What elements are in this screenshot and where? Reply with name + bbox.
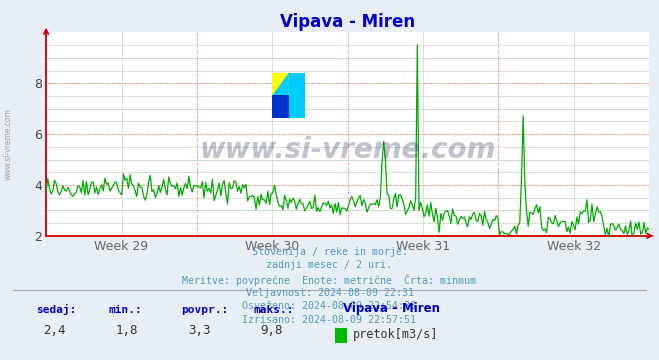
Bar (272, 95, 289, 118)
Text: zadnji mesec / 2 uri.: zadnji mesec / 2 uri. (266, 260, 393, 270)
Bar (272, 73, 289, 95)
Text: min.:: min.: (109, 305, 142, 315)
Text: pretok[m3/s]: pretok[m3/s] (353, 328, 438, 341)
Text: Osveženo: 2024-08-09 22:54:38: Osveženo: 2024-08-09 22:54:38 (243, 301, 416, 311)
Text: Vipava – Miren: Vipava – Miren (343, 302, 440, 315)
Text: 3,3: 3,3 (188, 324, 210, 337)
Text: povpr.:: povpr.: (181, 305, 229, 315)
Text: Veljavnost: 2024-08-09 22:31: Veljavnost: 2024-08-09 22:31 (246, 288, 413, 298)
Text: sedaj:: sedaj: (36, 304, 76, 315)
Polygon shape (272, 73, 289, 95)
Text: Slovenija / reke in morje.: Slovenija / reke in morje. (252, 247, 407, 257)
Text: Izrisano: 2024-08-09 22:57:51: Izrisano: 2024-08-09 22:57:51 (243, 315, 416, 325)
Text: 9,8: 9,8 (260, 324, 283, 337)
Text: 1,8: 1,8 (115, 324, 138, 337)
Title: Vipava - Miren: Vipava - Miren (280, 13, 415, 31)
Text: www.si-vreme.com: www.si-vreme.com (3, 108, 13, 180)
Text: maks.:: maks.: (254, 305, 294, 315)
Text: www.si-vreme.com: www.si-vreme.com (200, 136, 496, 165)
Polygon shape (272, 95, 289, 118)
Bar (289, 73, 305, 118)
Text: 2,4: 2,4 (43, 324, 65, 337)
Text: Meritve: povprečne  Enote: metrične  Črta: minmum: Meritve: povprečne Enote: metrične Črta:… (183, 274, 476, 286)
